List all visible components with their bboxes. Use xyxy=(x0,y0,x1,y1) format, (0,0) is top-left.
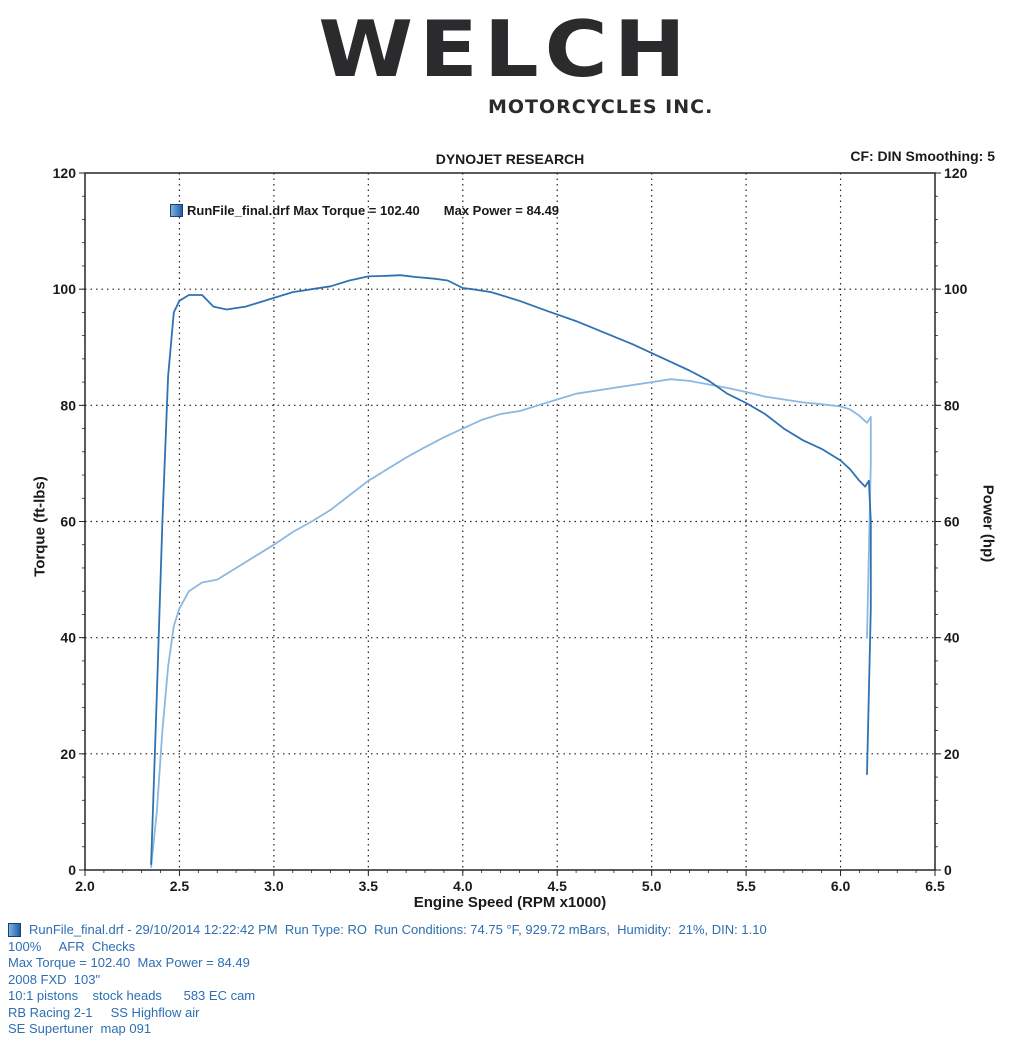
legend-run-name: RunFile_final.drf xyxy=(187,203,290,218)
x-tick-label: 4.0 xyxy=(453,878,473,894)
run-info-block: RunFile_final.drf - 29/10/2014 12:22:42 … xyxy=(8,922,767,1038)
x-tick-label: 6.0 xyxy=(831,878,851,894)
y-tick-label-left: 120 xyxy=(53,165,77,181)
x-tick-label: 2.0 xyxy=(75,878,95,894)
power-line xyxy=(150,378,872,868)
y-tick-label-right: 20 xyxy=(944,746,960,762)
y-tick-label-left: 80 xyxy=(60,397,76,413)
run-info-line: 10:1 pistons stock heads 583 EC cam xyxy=(8,988,256,1003)
run-info-line: 2008 FXD 103" xyxy=(8,971,101,987)
run-info-line: 100% AFR Checks xyxy=(8,938,136,954)
correction-factor-note: CF: DIN Smoothing: 5 xyxy=(850,148,995,164)
x-tick-label: 3.0 xyxy=(264,878,284,894)
x-tick-label: 5.0 xyxy=(642,878,662,894)
run-info-line: RB Racing 2-1 SS Highflow air xyxy=(8,1004,200,1020)
y-tick-label-right: 40 xyxy=(944,630,960,646)
y-tick-label-left: 100 xyxy=(53,281,77,297)
series-group xyxy=(150,274,872,868)
torque-line xyxy=(150,274,872,866)
welch-logo: WELCH MOTORCYCLES INC. xyxy=(0,0,1009,130)
y-tick-label-right: 0 xyxy=(944,862,952,878)
logo-subtitle: MOTORCYCLES INC. xyxy=(488,96,714,118)
y-tick-label-right: 100 xyxy=(944,281,968,297)
x-tick-label: 4.5 xyxy=(547,878,567,894)
y-axis-label-right: Power (hp) xyxy=(979,484,997,563)
y-tick-label-left: 40 xyxy=(60,630,76,646)
chart-title: DYNOJET RESEARCH xyxy=(435,151,585,167)
y-tick-label-right: 60 xyxy=(944,514,960,530)
run-info-line: RunFile_final.drf - 29/10/2014 12:22:42 … xyxy=(29,922,767,937)
axis-ticks xyxy=(79,172,941,876)
y-tick-label-right: 120 xyxy=(944,165,968,181)
y-tick-label-left: 0 xyxy=(68,862,76,878)
y-axis-label-left: Torque (ft-lbs) xyxy=(31,476,49,577)
y-tick-label-left: 20 xyxy=(60,746,76,762)
run-info-line: SE Supertuner map 091 xyxy=(8,1021,152,1036)
x-tick-label: 2.5 xyxy=(170,878,190,894)
legend-swatch-icon xyxy=(170,204,183,217)
grid-lines xyxy=(85,173,935,870)
run-file-icon xyxy=(8,923,21,938)
y-tick-label-left: 60 xyxy=(60,514,76,530)
x-axis-label: Engine Speed (RPM x1000) xyxy=(413,894,607,911)
x-tick-label: 6.5 xyxy=(925,878,945,894)
legend-max-power: Max Power = 84.49 xyxy=(443,203,560,218)
y-tick-label-right: 80 xyxy=(944,397,960,413)
run-info-line: Max Torque = 102.40 Max Power = 84.49 xyxy=(8,955,250,970)
chart-legend: RunFile_final.drf Max Torque = 102.40 Max… xyxy=(170,203,559,218)
x-tick-label: 3.5 xyxy=(359,878,379,894)
logo-wordmark: WELCH xyxy=(318,5,692,96)
x-tick-label: 5.5 xyxy=(736,878,756,894)
legend-max-torque: Max Torque = 102.40 xyxy=(293,203,420,218)
